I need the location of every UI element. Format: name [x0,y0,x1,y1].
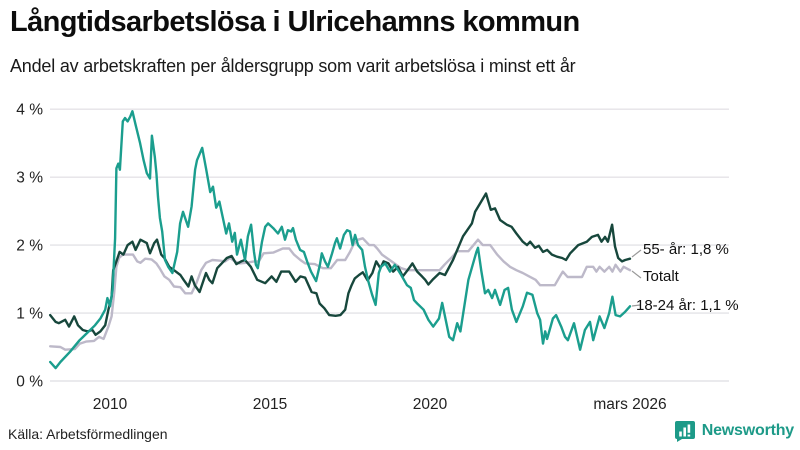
x-axis-tick-label: 2015 [253,396,287,413]
series-end-label-18-24: 18-24 år: 1,1 % [636,297,739,314]
series-line-totalt [49,237,632,351]
source-note: Källa: Arbetsförmedlingen [8,426,168,442]
label-connector [631,249,642,258]
newsworthy-brand-text: Newsworthy [701,422,794,439]
y-axis-tick-label: 3 % [16,170,43,187]
newsworthy-logo-icon [674,421,695,442]
y-axis-tick-label: 1 % [16,306,43,323]
label-connector [631,270,642,279]
series-line-55-r [49,192,632,336]
series-end-label-55: 55- år: 1,8 % [643,241,729,258]
page-subtitle: Andel av arbetskraften per åldersgrupp s… [10,56,576,76]
series-line-18-24-r [49,109,632,370]
x-axis-tick-label: 2010 [93,396,128,413]
page-title: Långtidsarbetslösa i Ulricehamns kommun [10,6,580,38]
x-axis-tick-label: 2020 [413,396,448,413]
newsworthy-brand: Newsworthy [674,420,794,442]
label-connector [631,304,641,307]
y-axis-tick-label: 2 % [16,238,43,255]
y-axis-tick-label: 0 % [16,374,43,391]
series-end-label-totalt: Totalt [643,268,679,285]
y-axis-tick-label: 4 % [16,102,43,119]
x-axis-tick-label: mars 2026 [593,396,666,413]
